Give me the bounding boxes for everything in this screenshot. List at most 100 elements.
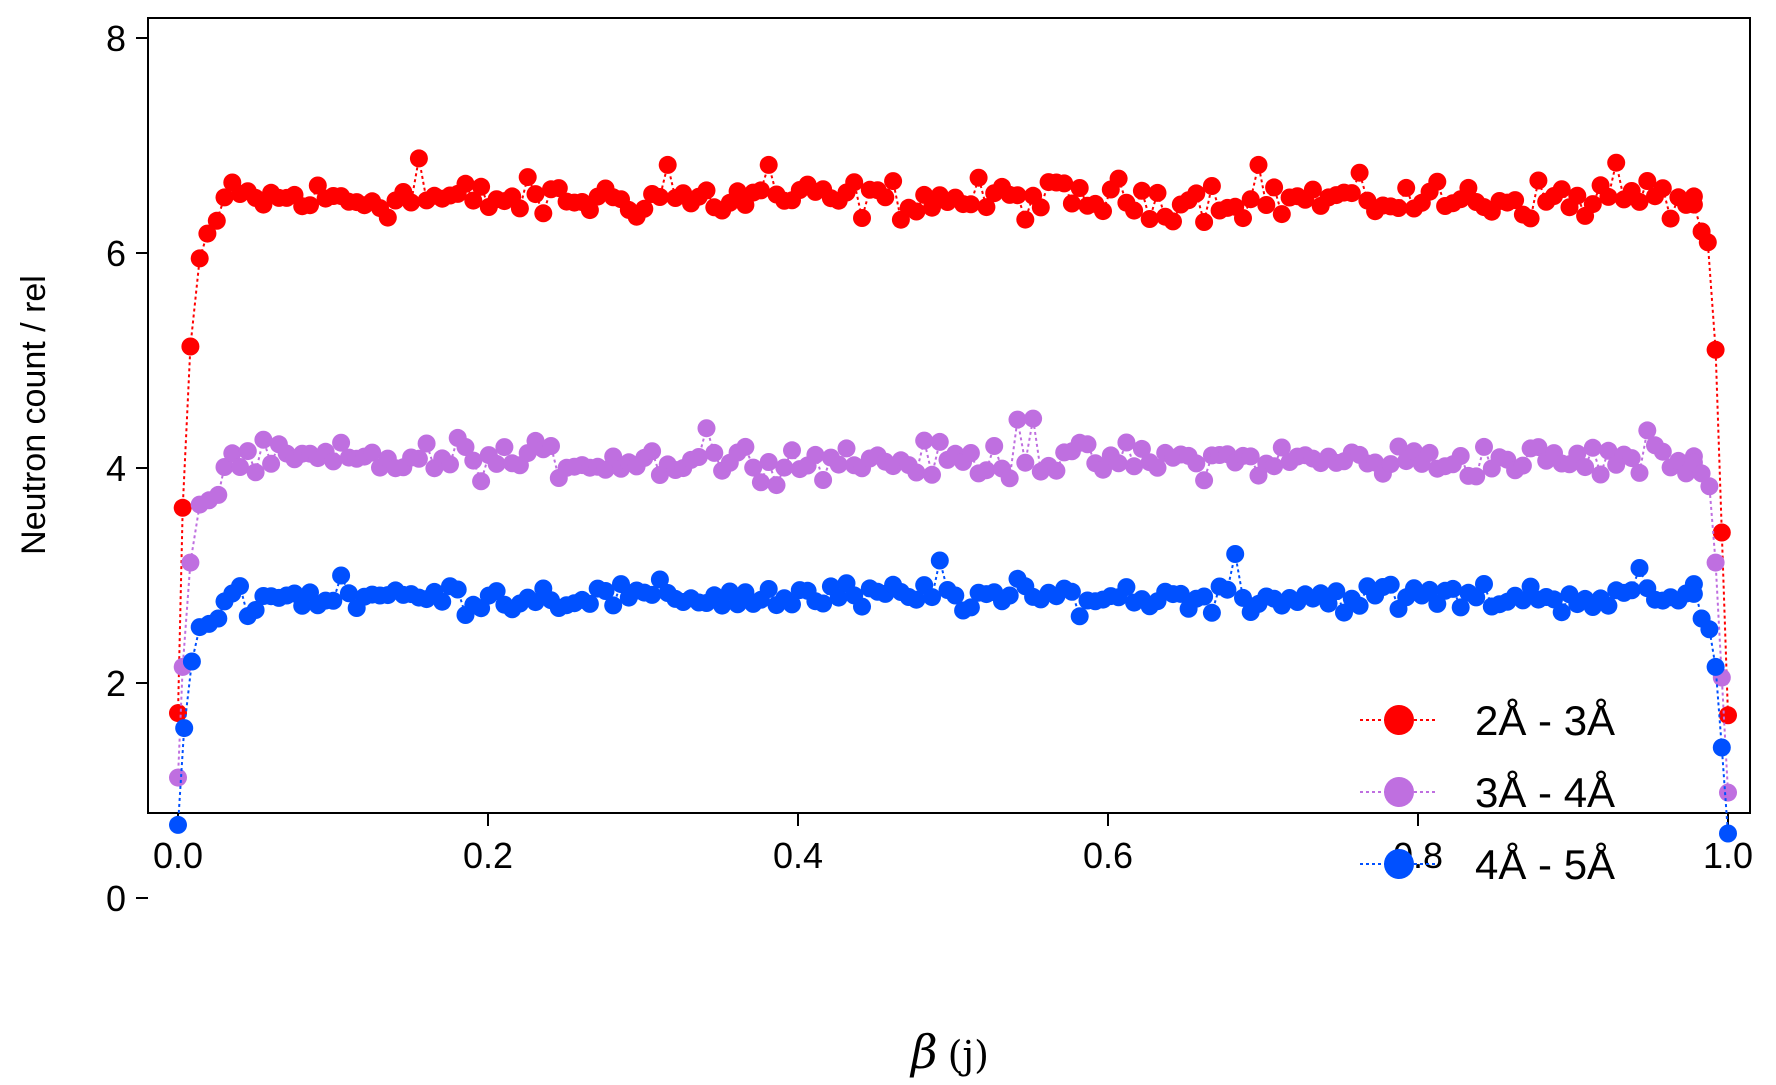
data-point (580, 201, 599, 220)
data-point (643, 585, 662, 604)
data-point (961, 444, 980, 462)
data-point (1125, 457, 1144, 476)
data-point (1576, 458, 1595, 477)
data-point (930, 432, 949, 451)
data-point (246, 463, 265, 482)
data-point (697, 181, 716, 200)
data-point (1591, 465, 1610, 484)
data-point (1008, 410, 1027, 429)
data-point (246, 601, 265, 619)
data-point (806, 445, 825, 464)
data-point (1599, 187, 1618, 206)
y-tick-label: 4 (106, 448, 126, 489)
data-point (697, 419, 716, 438)
data-point (1070, 607, 1089, 626)
legend-item: 2Å - 3Å (1360, 697, 1615, 744)
data-point (907, 202, 926, 221)
data-point (1552, 180, 1571, 199)
legend-marker (1384, 849, 1414, 879)
data-point (1241, 190, 1260, 209)
data-point (169, 815, 187, 834)
data-point (1117, 433, 1136, 452)
data-point (1047, 461, 1066, 480)
data-point (1521, 577, 1540, 596)
data-point (1706, 657, 1725, 676)
data-point (526, 185, 545, 204)
data-point (215, 188, 234, 207)
data-point (845, 173, 864, 192)
data-point (1234, 588, 1252, 607)
data-point (1552, 603, 1571, 622)
data-point (1195, 471, 1214, 490)
data-point (262, 454, 281, 473)
x-tick-label: 0.4 (773, 835, 823, 876)
data-point (182, 652, 201, 671)
data-point (332, 566, 351, 585)
legend-marker (1384, 777, 1414, 807)
data-point (1327, 582, 1346, 601)
data-point (1583, 195, 1602, 214)
data-point (751, 181, 770, 200)
data-point (1638, 172, 1657, 190)
data-point (1706, 340, 1725, 359)
data-point (837, 439, 856, 458)
data-point (526, 593, 545, 612)
data-point (1272, 438, 1291, 457)
data-point (433, 592, 452, 611)
data-point (1226, 545, 1245, 563)
data-point (1638, 421, 1657, 440)
data-point (254, 430, 273, 449)
data-point (301, 196, 319, 215)
data-point (1132, 439, 1151, 458)
data-point (1202, 603, 1221, 622)
data-point (378, 208, 397, 227)
data-point (1622, 449, 1641, 468)
data-point (596, 582, 615, 600)
data-point (1599, 441, 1618, 460)
data-point (1187, 454, 1206, 473)
data-point (1451, 447, 1470, 465)
data-point (324, 452, 343, 471)
data-point (456, 174, 475, 193)
data-point (542, 437, 560, 455)
data-point (1031, 198, 1050, 217)
data-point (923, 588, 941, 607)
data-point (1630, 463, 1649, 482)
data-point (961, 195, 980, 214)
data-point (181, 337, 200, 356)
data-point (876, 188, 895, 207)
data-point (1719, 706, 1737, 725)
series-line (177, 158, 1729, 716)
data-point (1132, 181, 1151, 200)
x-axis-symbol: β (909, 1025, 938, 1079)
plot-area-frame (147, 17, 1751, 814)
data-point (1653, 179, 1672, 198)
data-point (744, 458, 763, 477)
data-point (1070, 179, 1089, 197)
data-point (1459, 178, 1478, 197)
data-point (231, 458, 249, 476)
data-point (829, 455, 848, 474)
y-tick-label: 8 (106, 18, 126, 59)
data-point (767, 476, 786, 495)
data-point (324, 591, 343, 610)
data-point (231, 577, 249, 596)
legend-label: 2Å - 3Å (1475, 697, 1615, 744)
data-point (643, 442, 662, 461)
data-point (705, 443, 724, 462)
data-point (456, 438, 475, 456)
data-point (1428, 172, 1447, 191)
data-point (1000, 586, 1019, 605)
data-point (1568, 186, 1587, 205)
data-point (1706, 553, 1725, 572)
data-point (814, 471, 833, 489)
data-point (1630, 192, 1649, 211)
data-point (1024, 409, 1043, 428)
data-point (1016, 210, 1035, 229)
legend-marker (1384, 705, 1414, 735)
data-point (977, 461, 996, 480)
legend: 2Å - 3Å 3Å - 4Å 4Å - 5Å (1360, 697, 1615, 888)
data-point (1000, 469, 1019, 488)
data-point (1719, 783, 1737, 802)
